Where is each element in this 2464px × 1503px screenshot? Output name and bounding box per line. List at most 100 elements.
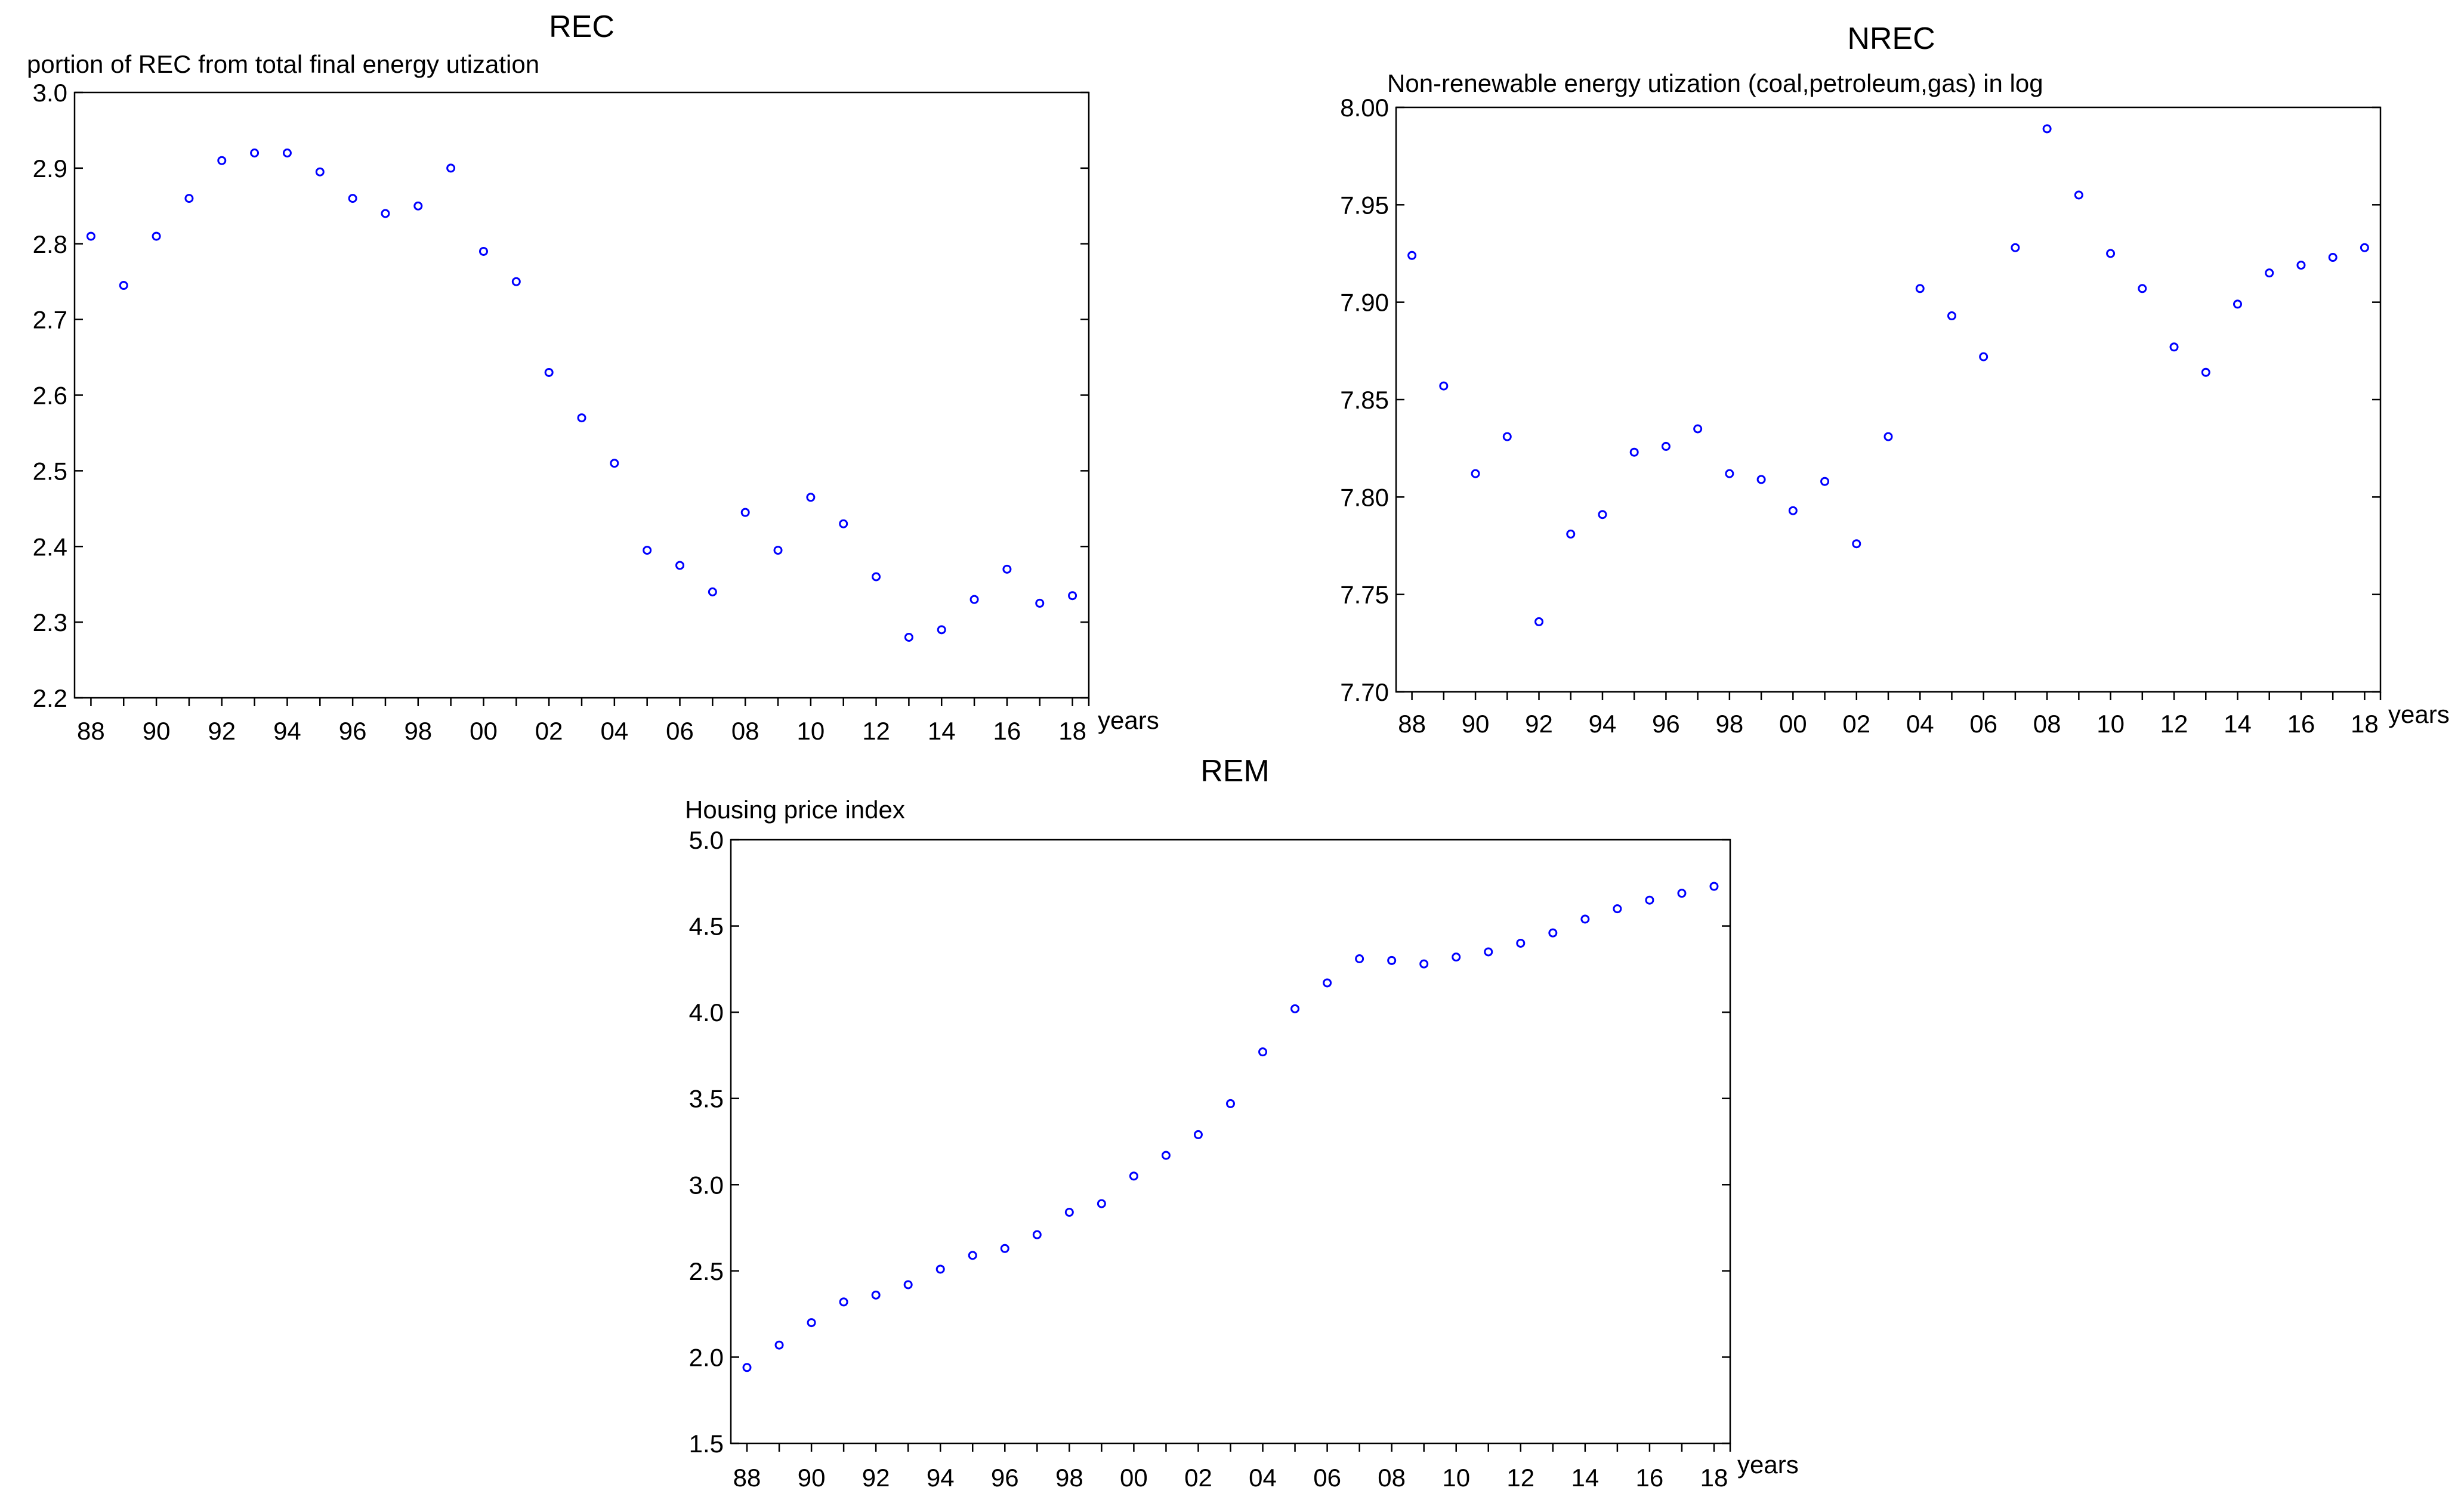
- rec-y-tick-label: 2.9: [33, 154, 67, 183]
- rem-data-point: [1452, 952, 1461, 962]
- nrec-data-point: [2169, 342, 2179, 352]
- nrec-chart-title: NREC: [1847, 21, 1935, 56]
- rec-data-point: [86, 231, 95, 241]
- rem-data-point: [774, 1340, 784, 1350]
- rem-x-tick-label: 10: [1442, 1464, 1470, 1492]
- nrec-data-point: [2042, 124, 2052, 134]
- nrec-x-tick-label: 96: [1652, 710, 1680, 738]
- rec-y-tick-label: 2.3: [33, 608, 67, 636]
- nrec-x-tick-label: 04: [1906, 710, 1934, 738]
- nrec-x-tick-label: 92: [1525, 710, 1553, 738]
- nrec-data-point: [1534, 617, 1544, 626]
- rem-data-point: [1323, 978, 1332, 988]
- rem-y-tick-label: 4.5: [689, 913, 724, 941]
- rem-chart-title: REM: [1200, 754, 1270, 788]
- nrec-data-point: [1788, 506, 1798, 515]
- rec-data-point: [643, 546, 652, 555]
- rec-x-tick-label: 18: [1058, 717, 1086, 745]
- rem-x-tick-label: 98: [1055, 1464, 1083, 1492]
- rec-x-tick-label: 12: [862, 717, 890, 745]
- nrec-y-tick-label: 7.90: [1340, 289, 1389, 317]
- rec-data-point: [740, 508, 750, 517]
- rem-data-point: [1290, 1004, 1300, 1013]
- rec-y-tick-label: 2.5: [33, 457, 67, 485]
- rec-data-point: [184, 194, 194, 203]
- rem-data-point: [1258, 1047, 1268, 1057]
- rem-x-tick-label: 16: [1636, 1464, 1664, 1492]
- nrec-data-point: [1471, 469, 1480, 478]
- nrec-data-point: [1756, 475, 1766, 484]
- nrec-x-tick-label: 94: [1589, 710, 1617, 738]
- rem-x-tick-label: 04: [1249, 1464, 1277, 1492]
- nrec-x-axis-label: years: [2388, 700, 2450, 728]
- nrec-data-point: [1407, 250, 1417, 260]
- rem-y-tick-label: 4.0: [689, 998, 724, 1026]
- nrec-plot-frame: [1395, 106, 2382, 693]
- rem-data-point: [1580, 914, 1590, 924]
- nrec-data-point: [1439, 381, 1449, 391]
- rec-x-tick-label: 88: [77, 717, 105, 745]
- rem-data-point: [1516, 938, 1526, 948]
- rec-data-point: [1002, 564, 1012, 574]
- rem-x-tick-label: 14: [1571, 1464, 1599, 1492]
- rem-x-tick-label: 00: [1120, 1464, 1148, 1492]
- rec-x-tick-label: 10: [797, 717, 825, 745]
- rec-x-tick-label: 90: [143, 717, 171, 745]
- rec-x-tick-label: 04: [600, 717, 628, 745]
- rec-x-tick-label: 96: [339, 717, 367, 745]
- rec-data-point: [1035, 598, 1045, 608]
- nrec-data-point: [1566, 529, 1576, 539]
- rec-data-point: [282, 149, 292, 157]
- nrec-y-axis-label: Non-renewable energy utization (coal,pet…: [1387, 69, 2043, 97]
- rec-x-tick-label: 00: [470, 717, 498, 745]
- rem-y-axis-label: Housing price index: [685, 796, 905, 824]
- rec-data-point: [544, 367, 554, 377]
- nrec-x-tick-label: 88: [1398, 710, 1426, 738]
- rem-data-point: [807, 1318, 816, 1328]
- nrec-x-tick-label: 08: [2033, 710, 2061, 738]
- rec-data-point: [478, 246, 488, 256]
- nrec-y-tick-label: 7.80: [1340, 483, 1389, 511]
- rem-data-point: [1355, 954, 1364, 964]
- rec-x-tick-label: 08: [731, 717, 759, 745]
- rem-data-point: [1129, 1171, 1138, 1181]
- nrec-x-tick-label: 10: [2096, 710, 2125, 738]
- nrec-x-tick-label: 16: [2287, 710, 2315, 738]
- rem-x-tick-label: 88: [733, 1464, 761, 1492]
- nrec-x-tick-label: 02: [1842, 710, 1870, 738]
- nrec-y-tick-label: 8.00: [1340, 94, 1389, 122]
- nrec-data-point: [1502, 432, 1512, 441]
- nrec-data-point: [1979, 352, 1989, 361]
- rec-data-point: [119, 281, 128, 290]
- rem-x-tick-label: 96: [991, 1464, 1019, 1492]
- nrec-data-point: [1852, 539, 1861, 549]
- rec-data-point: [217, 156, 227, 165]
- rem-x-tick-label: 90: [798, 1464, 826, 1492]
- rec-y-axis-label: portion of REC from total final energy u…: [27, 50, 539, 78]
- rec-data-point: [937, 625, 946, 635]
- rem-x-tick-label: 06: [1313, 1464, 1341, 1492]
- rem-data-point: [1097, 1199, 1106, 1208]
- rem-x-tick-label: 02: [1184, 1464, 1212, 1492]
- nrec-data-point: [2074, 190, 2083, 200]
- nrec-x-tick-label: 14: [2224, 710, 2252, 738]
- rem-data-point: [1709, 882, 1719, 891]
- rem-data-point: [1161, 1151, 1171, 1160]
- nrec-data-point: [2360, 243, 2369, 252]
- nrec-chart: NREC Non-renewable energy utization (coal…: [1340, 21, 2449, 738]
- nrec-data-point: [2265, 268, 2274, 278]
- rec-data-point: [250, 149, 260, 157]
- rec-data-point: [1068, 591, 1077, 601]
- rem-data-point: [1548, 928, 1558, 938]
- rem-y-tick-label: 3.5: [689, 1085, 724, 1113]
- nrec-data-point: [2328, 253, 2338, 262]
- rec-data-point: [152, 231, 161, 241]
- rec-x-tick-label: 92: [208, 717, 236, 745]
- rec-data-point: [904, 633, 913, 642]
- nrec-data-point: [1820, 477, 1830, 486]
- nrec-data-point: [2296, 261, 2306, 270]
- rec-data-point: [446, 163, 456, 173]
- nrec-data-point: [2106, 249, 2116, 258]
- rem-data-point: [968, 1251, 977, 1260]
